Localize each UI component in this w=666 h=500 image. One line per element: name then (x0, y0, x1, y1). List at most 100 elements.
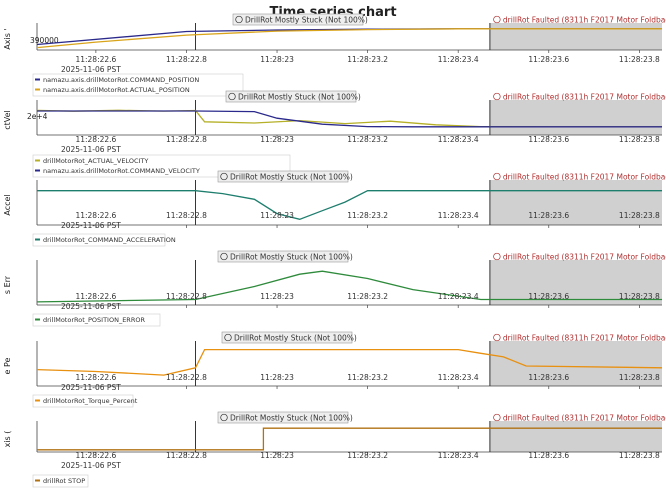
x-date-label: 2025-11-06 PST (61, 383, 121, 392)
x-tick-label: 11:28:22.8 (166, 451, 207, 460)
x-tick-label: 11:28:23.2 (347, 211, 388, 220)
y-axis-label: xis ( (3, 431, 12, 448)
fault-annotation-label: drillRot Faulted (8311h F2017 Motor Fold… (503, 334, 666, 343)
stuck-annotation-label: DrillRot Mostly Stuck (Not 100%) (230, 253, 353, 262)
alert-icon (493, 333, 501, 342)
alert-icon (493, 92, 501, 101)
x-tick-label: 11:28:23.2 (347, 373, 388, 382)
series-line-2 (36, 28, 662, 49)
alert-icon (493, 172, 501, 181)
x-tick-label: 11:28:23.4 (438, 135, 479, 144)
x-tick-label: 11:28:23.8 (619, 292, 660, 301)
x-tick-label: 11:28:23.6 (528, 451, 569, 460)
x-tick-label: 11:28:23.2 (347, 55, 388, 64)
x-tick-label: 11:28:22.6 (75, 211, 116, 220)
x-tick-label: 11:28:22.6 (75, 373, 116, 382)
x-tick-label: 11:28:23.4 (438, 211, 479, 220)
legend-entry[interactable]: drillRot STOP (43, 477, 85, 485)
clock-icon (228, 92, 236, 101)
x-tick-label: 11:28:23.8 (619, 451, 660, 460)
stuck-annotation-box (225, 90, 357, 103)
fault-region (489, 180, 662, 225)
chart-panel-2: ctVel 2e+4 DrillRot Mostly Stuck (Not 100%… (3, 90, 666, 178)
stuck-annotation-box (221, 331, 353, 344)
legend-entry[interactable]: drillMotorRot_POSITION_ERROR (43, 316, 145, 324)
stuck-annotation-box (232, 13, 364, 26)
fault-region (489, 260, 662, 305)
stuck-annotation-label: DrillRot Mostly Stuck (Not 100%) (245, 16, 368, 25)
x-tick-label: 11:28:23.2 (347, 135, 388, 144)
legend-entry[interactable]: namazu.axis.drillMotorRot.ACTUAL_POSITIO… (43, 86, 190, 94)
alert-icon (493, 15, 501, 24)
fault-annotation-label: drillRot Faulted (8311h F2017 Motor Fold… (503, 173, 666, 182)
x-tick-label: 11:28:23.6 (528, 135, 569, 144)
x-tick-label: 11:28:23 (260, 211, 294, 220)
legend-box (32, 233, 166, 247)
y-axis-label: e Pe (3, 357, 12, 374)
fault-annotation-label: drillRot Faulted (8311h F2017 Motor Fold… (503, 93, 666, 102)
x-date-label: 2025-11-06 PST (61, 221, 121, 230)
stuck-annotation-label: DrillRot Mostly Stuck (Not 100%) (234, 334, 357, 343)
legend-box (32, 474, 89, 488)
x-date-label: 2025-11-06 PST (61, 461, 121, 470)
x-tick-label: 11:28:22.8 (166, 211, 207, 220)
x-tick-label: 11:28:23 (260, 292, 294, 301)
alert-icon (493, 252, 501, 261)
y-tick-label: 390000 (30, 36, 59, 45)
series-line-1 (37, 427, 662, 451)
x-tick-label: 11:28:22.6 (75, 451, 116, 460)
legend-entry[interactable]: namazu.axis.drillMotorRot.COMMAND_VELOCI… (43, 167, 200, 175)
stuck-annotation-box (217, 170, 349, 183)
fault-region (489, 421, 662, 452)
x-tick-label: 11:28:22.6 (75, 292, 116, 301)
clock-icon (235, 15, 243, 24)
x-tick-label: 11:28:23.8 (619, 55, 660, 64)
x-tick-label: 11:28:22.6 (75, 135, 116, 144)
y-axis-label: Accel (3, 194, 12, 215)
stuck-annotation-label: DrillRot Mostly Stuck (Not 100%) (238, 93, 361, 102)
x-tick-label: 11:28:23.4 (438, 55, 479, 64)
x-tick-label: 11:28:23 (260, 55, 294, 64)
x-tick-label: 11:28:23 (260, 451, 294, 460)
x-tick-label: 11:28:23.6 (528, 211, 569, 220)
chart-panel-6: xis ( DrillRot Mostly Stuck (Not 100%) dri… (3, 411, 666, 488)
stuck-annotation-label: DrillRot Mostly Stuck (Not 100%) (230, 414, 353, 423)
stuck-annotation-box (217, 250, 349, 263)
series-line-1 (36, 348, 663, 376)
legend-box (32, 73, 244, 97)
legend-entry[interactable]: drillMotorRot_COMMAND_ACCELERATION (43, 236, 176, 244)
y-axis-label: Axis ' (3, 28, 12, 49)
x-tick-label: 11:28:23.8 (619, 135, 660, 144)
x-tick-label: 11:28:23.2 (347, 451, 388, 460)
legend-entry[interactable]: namazu.axis.drillMotorRot.COMMAND_POSITI… (43, 76, 199, 84)
clock-icon (220, 413, 228, 422)
y-tick-label: 2e+4 (27, 112, 48, 121)
series-line-1 (37, 190, 662, 220)
x-tick-label: 11:28:23 (260, 373, 294, 382)
chart-panel-5: e Pe DrillRot Mostly Stuck (Not 100%) dril… (3, 331, 666, 408)
series-line-2 (37, 110, 662, 128)
x-tick-label: 11:28:22.8 (166, 55, 207, 64)
y-axis-label: ctVel (3, 110, 12, 130)
x-date-label: 2025-11-06 PST (61, 302, 121, 311)
x-date-label: 2025-11-06 PST (61, 145, 121, 154)
x-tick-label: 11:28:22.8 (166, 135, 207, 144)
legend-box (32, 313, 161, 327)
legend-entry[interactable]: drillMotorRot_ACTUAL_VELOCITY (43, 157, 148, 165)
x-tick-label: 11:28:23.6 (528, 55, 569, 64)
stuck-annotation-box (217, 411, 349, 424)
legend-entry[interactable]: drillMotorRot_Torque_Percent (43, 397, 138, 405)
clock-icon (220, 172, 228, 181)
x-tick-label: 11:28:23.4 (438, 373, 479, 382)
legend-box (32, 394, 134, 408)
x-tick-label: 11:28:23.2 (347, 292, 388, 301)
chart-panel-3: Accel DrillRot Mostly Stuck (Not 100%) dri… (3, 170, 666, 247)
fault-region (489, 100, 662, 135)
x-tick-label: 11:28:22.8 (166, 373, 207, 382)
fault-annotation-label: drillRot Faulted (8311h F2017 Motor Fold… (503, 253, 666, 262)
chart-panel-1: Axis ' 390000 DrillRot Mostly Stuck (Not 1… (3, 13, 666, 97)
x-tick-label: 11:28:23.6 (528, 373, 569, 382)
series-line-1 (36, 270, 662, 303)
fault-annotation-label: drillRot Faulted (8311h F2017 Motor Fold… (503, 16, 666, 25)
